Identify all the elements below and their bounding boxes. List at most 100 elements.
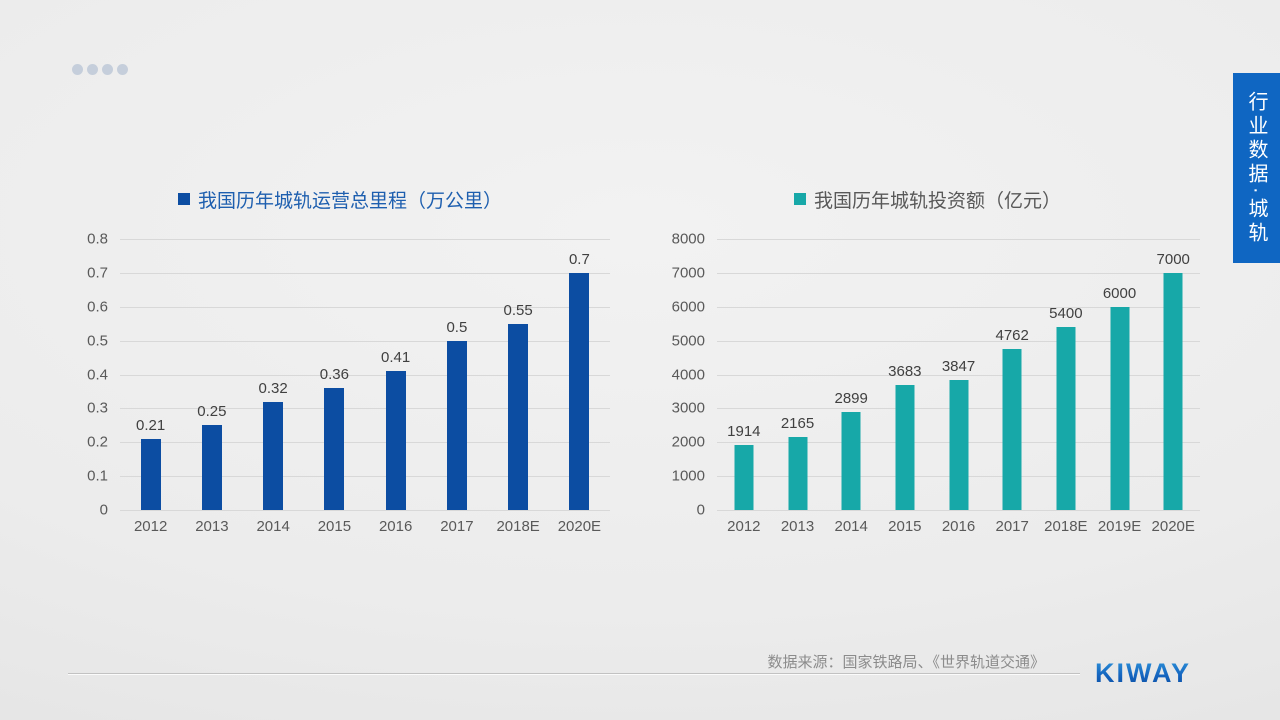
bar-slot: 2899 2014 [824, 239, 878, 535]
x-tick-label: 2012 [727, 518, 761, 535]
bar-value-label: 0.5 [446, 318, 468, 336]
bars-group: 1914 2012 2165 2013 2899 2014 3683 2015 3847 2016… [717, 239, 1200, 535]
bar-slot: 7000 2020E [1146, 239, 1200, 535]
pagination-dot [72, 64, 83, 75]
x-tick-label: 2016 [378, 518, 413, 535]
bar-slot: 2165 2013 [771, 239, 825, 535]
y-tick-label: 0 [696, 501, 705, 519]
kiway-logo: KIWAY [1095, 658, 1192, 688]
bars-group: 0.21 2012 0.25 2013 0.32 2014 0.36 2015 0.41 2016… [120, 239, 610, 535]
x-tick-label: 2014 [834, 518, 868, 535]
x-tick-label: 2020E [1151, 518, 1195, 535]
bar-slot: 1914 2012 [717, 239, 771, 535]
pagination-dot [117, 64, 128, 75]
bar-value-label: 4762 [995, 326, 1029, 344]
legend-swatch-icon [177, 193, 190, 205]
gridline [120, 340, 610, 342]
pagination-dot [87, 64, 98, 75]
side-tab-industry-data[interactable]: 行业数据·城轨 [1233, 73, 1280, 263]
bar-slot: 0.5 2017 [426, 239, 487, 535]
bar-slot: 6000 2019E [1093, 239, 1147, 535]
bar [140, 438, 161, 510]
gridline [717, 272, 1200, 274]
bar-value-label: 0.36 [319, 366, 349, 384]
x-tick-label: 2012 [133, 518, 168, 535]
y-tick-label: 7000 [671, 264, 705, 282]
bar [841, 411, 861, 510]
bar-value-label: 2899 [834, 389, 868, 407]
bar-value-label: 0.25 [197, 403, 227, 421]
chart-title-text: 我国历年城轨投资额（亿元） [813, 190, 1061, 212]
gridline [717, 239, 1200, 240]
gridline [120, 476, 610, 478]
gridline [120, 510, 610, 511]
bar-value-label: 0.41 [381, 349, 411, 367]
bar [895, 385, 915, 510]
bar-value-label: 3683 [888, 363, 922, 381]
gridline [120, 239, 610, 240]
y-tick-label: 5000 [671, 332, 705, 350]
bar [1163, 272, 1183, 510]
pagination-dots [72, 64, 128, 75]
bar [788, 436, 807, 510]
bar-slot: 0.41 2016 [365, 239, 426, 535]
gridline [717, 306, 1200, 308]
bar-value-label: 5400 [1049, 305, 1083, 323]
mileage-bar-chart: 我国历年城轨运营总里程（万公里） 0.8 0.7 0.6 0.5 0.4 0.3 0.2 0.… [70, 186, 610, 540]
chart-title: 我国历年城轨运营总里程（万公里） [70, 186, 610, 212]
y-tick-label: 0.8 [87, 230, 108, 248]
x-tick-label: 2017 [995, 518, 1029, 535]
bar-value-label: 0.55 [503, 301, 533, 319]
bar [949, 379, 969, 510]
gridline [717, 374, 1200, 376]
y-tick-label: 1000 [671, 467, 705, 485]
y-tick-label: 0.2 [87, 433, 108, 451]
x-tick-label: 2020E [557, 518, 602, 535]
bar-value-label: 2165 [780, 414, 815, 432]
bar [263, 401, 284, 510]
gridline [717, 340, 1200, 342]
gridline [120, 442, 610, 444]
bar-value-label: 0.32 [258, 379, 288, 397]
investment-bar-chart: 我国历年城轨投资额（亿元） 8000 7000 6000 5000 4000 3000 20… [655, 186, 1200, 540]
legend-swatch-icon [793, 193, 806, 205]
y-tick-label: 0.5 [87, 332, 108, 350]
chart-title-text: 我国历年城轨运营总里程（万公里） [197, 190, 502, 212]
bar [324, 388, 345, 510]
bar-slot: 3683 2015 [878, 239, 932, 535]
y-tick-label: 0.1 [87, 467, 108, 485]
x-tick-label: 2017 [440, 518, 474, 535]
bar-slot: 0.55 2018E [488, 239, 549, 535]
bar-slot: 0.21 2012 [120, 239, 181, 535]
x-tick-label: 2018E [496, 518, 540, 535]
plot-area: 8000 7000 6000 5000 4000 3000 2000 1000 0 1914 201… [655, 231, 1200, 540]
y-tick-label: 0.7 [87, 264, 108, 282]
y-tick-label: 0.6 [87, 298, 108, 316]
bar-value-label: 1914 [727, 423, 761, 441]
bar [1002, 348, 1022, 510]
gridline [120, 306, 610, 308]
bar [734, 445, 754, 510]
bar-slot: 5400 2018E [1039, 239, 1093, 535]
bar-value-label: 3847 [941, 357, 976, 375]
y-tick-label: 3000 [671, 399, 705, 417]
gridline [120, 272, 610, 274]
bar-slot: 0.36 2015 [304, 239, 365, 535]
bar-slot: 3847 2016 [932, 239, 986, 535]
gridline [717, 510, 1200, 511]
chart-title: 我国历年城轨投资额（亿元） [655, 186, 1200, 212]
x-tick-label: 2015 [317, 518, 352, 535]
bar [201, 425, 222, 510]
data-source-note: 数据来源：国家铁路局、《世界轨道交通》 [767, 654, 1045, 671]
x-tick-label: 2018E [1044, 518, 1088, 535]
y-tick-label: 0.3 [87, 399, 108, 417]
bar-slot: 4762 2017 [985, 239, 1039, 535]
gridline [120, 374, 610, 376]
gridline [120, 408, 610, 410]
bar-value-label: 0.7 [568, 250, 590, 268]
bar [446, 340, 467, 510]
bar [508, 323, 529, 510]
y-tick-label: 6000 [671, 298, 705, 316]
x-tick-label: 2013 [780, 518, 815, 535]
